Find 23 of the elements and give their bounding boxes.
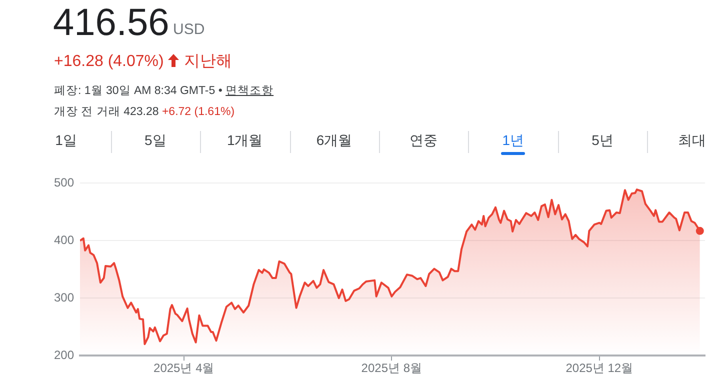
text: 1개월 xyxy=(226,132,263,150)
x-tick-label: 2025년 4월 xyxy=(154,361,214,376)
text: +6.72 (1.61%) xyxy=(162,106,235,118)
text: 연중 xyxy=(410,132,438,150)
text: 폐장: 1월 30일 AM 8:34 GMT-5 • xyxy=(54,85,222,97)
text: 1일 xyxy=(55,132,77,150)
text: 5년 xyxy=(592,132,614,150)
text: 1년 xyxy=(502,132,524,150)
text: +16.28 (4.07%) xyxy=(54,53,164,70)
text: 면책조항 xyxy=(226,85,274,97)
y-tick-label: 500 xyxy=(54,176,74,190)
text: 지난해 xyxy=(184,53,232,70)
text: 5일 xyxy=(144,132,166,150)
text: USD xyxy=(173,21,205,38)
text: 최대 xyxy=(678,132,706,150)
y-tick-label: 200 xyxy=(54,348,74,362)
text: 6개월 xyxy=(316,132,352,150)
y-tick-label: 400 xyxy=(54,232,74,247)
x-tick-label: 2025년 8월 xyxy=(361,361,422,376)
text: 개장 전 거래 423.28 xyxy=(54,106,159,118)
chart-title: 416.56 xyxy=(53,2,170,45)
y-tick-label: 300 xyxy=(54,290,74,304)
x-tick-label: 2025년 12월 xyxy=(566,361,634,376)
